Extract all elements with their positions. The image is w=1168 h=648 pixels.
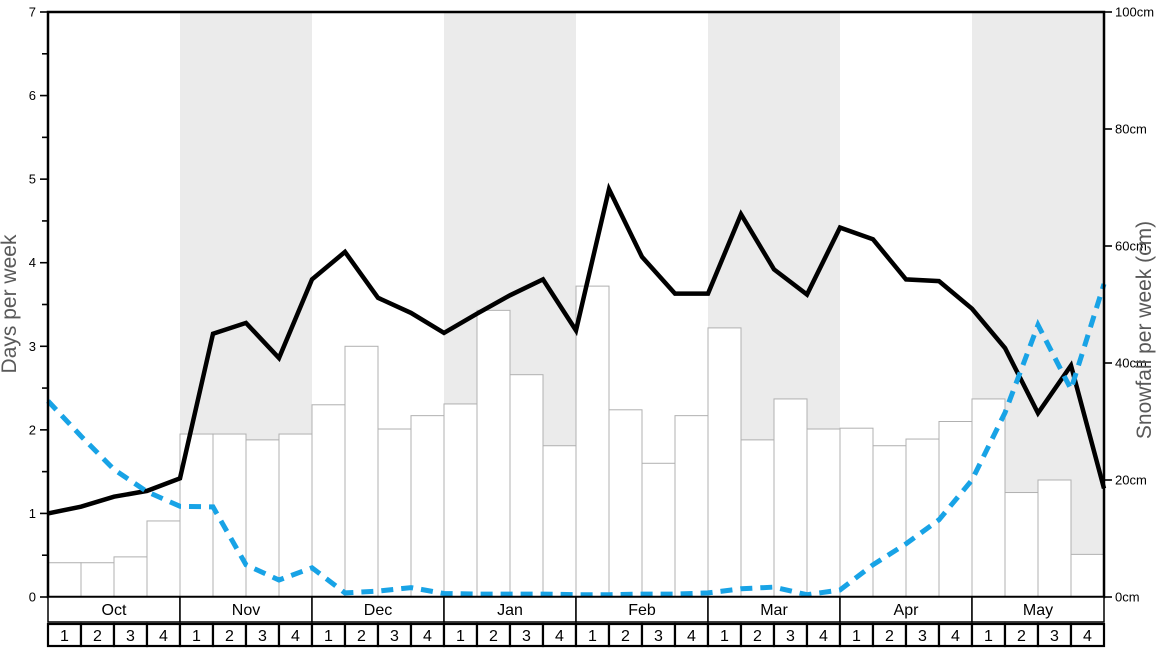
month-label: Oct (102, 602, 127, 619)
snowfall-per-week-line (46, 283, 1107, 598)
bar (575, 285, 610, 598)
month-cell (575, 596, 709, 623)
bar (80, 562, 115, 598)
week-number: 4 (687, 628, 696, 645)
week-number: 3 (126, 628, 135, 645)
week-number: 3 (654, 628, 663, 645)
right-tick-label: 0cm (1115, 590, 1140, 605)
bar (641, 462, 676, 598)
bar (377, 428, 412, 598)
left-tick-label: 5 (29, 172, 36, 187)
left-tick-label: 0 (29, 590, 36, 605)
left-tick-label: 2 (29, 422, 36, 437)
month-label: Feb (628, 602, 656, 619)
week-number: 4 (819, 628, 828, 645)
month-label: Nov (232, 602, 260, 619)
week-number: 3 (390, 628, 399, 645)
week-number: 1 (588, 628, 597, 645)
week-number: 4 (291, 628, 300, 645)
month-label: May (1023, 602, 1053, 619)
bar (443, 403, 478, 598)
bar (806, 428, 841, 598)
bar (905, 438, 940, 598)
week-number: 2 (225, 628, 234, 645)
bar (773, 398, 808, 598)
week-number: 1 (192, 628, 201, 645)
week-number: 4 (555, 628, 564, 645)
week-number: 1 (720, 628, 729, 645)
bar (740, 439, 775, 598)
week-number: 2 (489, 628, 498, 645)
bar (212, 433, 247, 598)
bar (344, 345, 379, 598)
bar (938, 421, 973, 598)
week-number: 3 (1050, 628, 1059, 645)
left-tick-label: 4 (29, 255, 36, 270)
week-number: 2 (1017, 628, 1026, 645)
month-label: Dec (364, 602, 392, 619)
week-number: 4 (951, 628, 960, 645)
month-label: Mar (760, 602, 788, 619)
bar (707, 327, 742, 598)
bar (1037, 479, 1072, 598)
bar (542, 445, 577, 598)
bar (146, 520, 181, 598)
week-number: 1 (60, 628, 69, 645)
axes: 0 1 2 3 4 5 6 7 0cm 20cm 40cm 60cm 80cm 100cm (29, 5, 1154, 605)
week-row: 1 2 3 4 1 2 3 4 1 2 3 4 1 2 3 4 1 2 3 4 1 2 3 4 1 2 3 4 1 2 3 4 (46, 622, 1106, 648)
bar (608, 409, 643, 598)
week-number: 3 (258, 628, 267, 645)
bar (1004, 492, 1039, 598)
weekly-bars (47, 285, 1105, 598)
week-cell (1069, 622, 1106, 648)
left-tick-label: 7 (29, 5, 36, 20)
left-axis-title: Days per week (0, 234, 21, 373)
month-cell (971, 596, 1105, 623)
week-number: 2 (885, 628, 894, 645)
month-row: Oct Nov Dec Jan Feb Mar Apr May (47, 596, 1105, 623)
bar (971, 398, 1006, 598)
days-per-week-line (47, 182, 1107, 516)
week-number: 1 (456, 628, 465, 645)
week-number: 4 (423, 628, 432, 645)
right-axis-title: Snowfall per week (cm) (1133, 221, 1156, 439)
right-tick-label: 20cm (1115, 473, 1147, 488)
week-number: 2 (357, 628, 366, 645)
week-number: 1 (984, 628, 993, 645)
left-tick-label: 1 (29, 506, 36, 521)
right-tick-label: 60cm (1115, 239, 1147, 254)
left-tick-label: 3 (29, 339, 36, 354)
right-tick-label: 80cm (1115, 122, 1147, 137)
week-number: 3 (786, 628, 795, 645)
bar (410, 415, 445, 598)
week-number: 3 (522, 628, 531, 645)
bar (674, 415, 709, 598)
bar (509, 374, 544, 598)
week-number: 2 (753, 628, 762, 645)
month-cell (707, 596, 841, 623)
week-number: 1 (324, 628, 333, 645)
month-label: Apr (894, 602, 920, 619)
bar (476, 309, 511, 598)
bar (1070, 553, 1105, 598)
left-tick-label: 6 (29, 88, 36, 103)
right-tick-label: 100cm (1115, 5, 1154, 20)
right-tick-label: 40cm (1115, 356, 1147, 371)
bar (872, 445, 907, 598)
month-cell (443, 596, 577, 623)
week-number: 2 (93, 628, 102, 645)
week-number: 3 (918, 628, 927, 645)
bar (311, 404, 346, 598)
month-label: Jan (497, 602, 523, 619)
chart-generated-content: 0 1 2 3 4 5 6 7 0cm 20cm 40cm 60cm 80cm 100cm Oct Nov De… (29, 5, 1154, 648)
week-number: 4 (1083, 628, 1092, 645)
bar (839, 427, 874, 598)
week-number: 2 (621, 628, 630, 645)
week-number: 4 (159, 628, 168, 645)
bar (47, 562, 82, 598)
week-number: 1 (852, 628, 861, 645)
bar (113, 556, 148, 598)
